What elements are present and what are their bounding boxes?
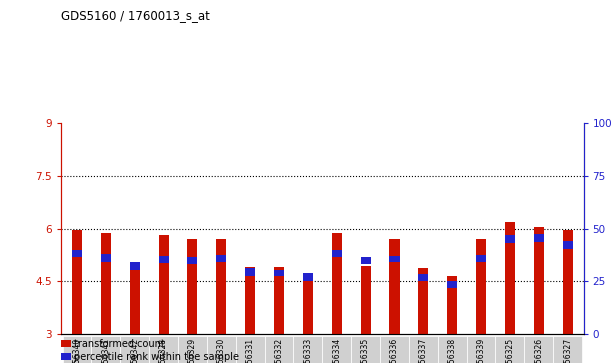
Bar — [380, 336, 409, 363]
Bar — [419, 274, 428, 281]
Bar — [419, 268, 428, 334]
Bar — [178, 336, 207, 363]
Bar — [476, 238, 486, 334]
Bar — [303, 275, 313, 334]
Bar — [274, 270, 284, 276]
Text: GSM1356334: GSM1356334 — [332, 338, 341, 363]
Text: GSM1356335: GSM1356335 — [361, 338, 370, 363]
Bar — [245, 268, 255, 276]
Text: GDS5160 / 1760013_s_at: GDS5160 / 1760013_s_at — [61, 9, 210, 22]
Text: GSM1356331: GSM1356331 — [246, 338, 255, 363]
Text: GSM1356341: GSM1356341 — [101, 338, 111, 363]
Bar — [563, 231, 573, 334]
Bar — [409, 336, 437, 363]
Bar — [360, 257, 371, 265]
Bar — [188, 257, 197, 264]
Text: GSM1356338: GSM1356338 — [448, 338, 456, 363]
Text: GSM1356332: GSM1356332 — [274, 338, 284, 363]
Text: GSM1356339: GSM1356339 — [477, 338, 486, 363]
Bar — [72, 250, 82, 257]
Bar — [72, 231, 82, 334]
Bar — [563, 241, 573, 249]
Bar — [303, 273, 313, 281]
Bar — [496, 336, 524, 363]
Bar — [332, 250, 342, 257]
Text: GSM1356329: GSM1356329 — [188, 338, 197, 363]
Text: GSM1356333: GSM1356333 — [304, 338, 312, 363]
Bar — [101, 254, 111, 262]
Text: GSM1356327: GSM1356327 — [563, 338, 572, 363]
Bar — [62, 336, 92, 363]
Text: GSM1356337: GSM1356337 — [419, 338, 428, 363]
Text: GSM1356330: GSM1356330 — [217, 338, 226, 363]
Bar — [149, 336, 178, 363]
Bar — [158, 256, 169, 263]
Bar — [207, 336, 236, 363]
Bar — [216, 255, 226, 262]
Bar — [553, 336, 582, 363]
Bar — [534, 227, 544, 334]
Bar — [120, 336, 149, 363]
Bar — [534, 234, 544, 242]
Bar — [293, 336, 323, 363]
Bar — [505, 235, 515, 244]
Bar — [476, 255, 486, 262]
Text: transformed count: transformed count — [74, 339, 165, 349]
Bar — [524, 336, 553, 363]
Bar — [61, 353, 70, 360]
Bar — [389, 238, 400, 334]
Bar — [236, 336, 265, 363]
Text: GSM1356336: GSM1356336 — [390, 338, 399, 363]
Text: percentile rank within the sample: percentile rank within the sample — [74, 352, 239, 362]
Bar — [467, 336, 496, 363]
Bar — [447, 276, 457, 334]
Bar — [92, 336, 120, 363]
Bar — [351, 336, 380, 363]
Bar — [158, 235, 169, 334]
Bar — [360, 266, 371, 334]
Text: GSM1356340: GSM1356340 — [73, 338, 81, 363]
Bar — [274, 267, 284, 334]
Text: GSM1356328: GSM1356328 — [159, 338, 168, 363]
Text: GSM1356325: GSM1356325 — [505, 338, 514, 363]
Text: GSM1356342: GSM1356342 — [130, 338, 139, 363]
Bar — [265, 336, 293, 363]
Bar — [188, 238, 197, 334]
Bar — [61, 340, 70, 347]
Bar — [130, 262, 140, 270]
Bar — [323, 336, 351, 363]
Bar — [437, 336, 467, 363]
Bar — [332, 233, 342, 334]
Text: GSM1356326: GSM1356326 — [534, 338, 543, 363]
Bar — [447, 281, 457, 287]
Bar — [101, 233, 111, 334]
Bar — [389, 256, 400, 262]
Bar — [216, 238, 226, 334]
Bar — [505, 223, 515, 334]
Bar — [130, 266, 140, 334]
Bar — [245, 267, 255, 334]
